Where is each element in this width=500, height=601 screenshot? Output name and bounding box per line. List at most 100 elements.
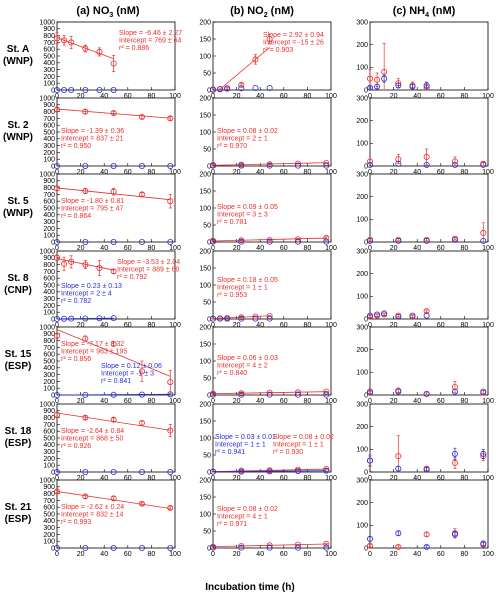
y-tick-label: 0: [364, 469, 368, 476]
red-data-point: [294, 236, 301, 243]
y-tick-label: 200: [356, 118, 368, 125]
blue-data-point: [110, 238, 117, 245]
blue-data-point: [209, 391, 216, 398]
x-tick-label: 20: [390, 475, 398, 482]
y-tick-label: 800: [43, 33, 55, 40]
blue-data-point: [294, 162, 301, 169]
blue-data-point: [266, 162, 273, 169]
fit-annotation: r² = 0.930: [273, 449, 303, 456]
red-data-point: [423, 153, 430, 160]
y-tick-label: 50: [203, 375, 211, 382]
y-tick-label: 500: [43, 53, 55, 60]
fit-annotation: r² = 0.993: [61, 519, 91, 526]
fit-annotation: Slope = 0.03 ± 0.01: [215, 434, 276, 441]
blue-data-point: [110, 162, 117, 169]
x-tick-label: 0: [368, 551, 372, 558]
y-tick-label: 1000: [39, 401, 55, 408]
blue-data-point: [110, 87, 117, 94]
y-tick-label: 0: [207, 392, 211, 399]
red-data-point: [252, 56, 259, 63]
red-data-point: [82, 261, 89, 268]
y-tick-label: 200: [356, 347, 368, 354]
fit-annotation: r² = 0.953: [217, 292, 247, 299]
blue-data-point: [252, 315, 259, 322]
y-tick-label: 200: [356, 500, 368, 507]
x-tick-label: 20: [233, 398, 241, 405]
x-tick-label: 60: [280, 245, 288, 252]
fit-annotation: Slope = -1.39 ± 0.36: [61, 128, 124, 135]
blue-data-point: [138, 162, 145, 169]
fit-annotation: Slope = 0.08 ± 0.02: [217, 128, 278, 135]
y-tick-label: 50: [203, 222, 211, 229]
x-tick-label: 60: [124, 93, 132, 100]
y-tick-label: 200: [43, 532, 55, 539]
y-tick-label: 0: [51, 392, 55, 399]
x-tick-label: 0: [368, 93, 372, 100]
y-tick-label: 500: [43, 282, 55, 289]
fit-annotation: Intercept = 3 ± 3: [217, 212, 268, 219]
y-tick-label: 0: [51, 469, 55, 476]
panel-frame: [369, 21, 489, 91]
red-data-point: [266, 312, 273, 319]
y-tick-label: 300: [43, 372, 55, 379]
y-tick-label: 800: [43, 109, 55, 116]
blue-data-point: [82, 162, 89, 169]
blue-data-point: [294, 391, 301, 398]
blue-data-point: [395, 530, 402, 537]
red-data-point: [54, 35, 61, 42]
y-tick-label: 100: [43, 310, 55, 317]
y-tick-label: 0: [51, 239, 55, 246]
y-tick-label: 200: [356, 271, 368, 278]
blue-data-point: [294, 467, 301, 474]
fit-annotation: Slope = 0.23 ± 0.13: [61, 283, 122, 290]
x-tick-label: 60: [437, 169, 445, 176]
y-tick-label: 100: [43, 81, 55, 88]
red-data-point: [423, 308, 430, 315]
blue-data-point: [480, 540, 487, 547]
red-data-point: [110, 340, 117, 347]
red-data-point: [82, 45, 89, 52]
blue-data-point: [209, 238, 216, 245]
x-tick-label: 80: [304, 93, 312, 100]
x-tick-label: 60: [280, 93, 288, 100]
panel-frame: [369, 479, 489, 549]
y-tick-label: 600: [43, 199, 55, 206]
x-tick-label: 0: [211, 551, 215, 558]
blue-data-point: [61, 87, 68, 94]
x-tick-label: 60: [437, 551, 445, 558]
x-tick-label: 100: [325, 93, 337, 100]
red-data-point: [294, 160, 301, 167]
fit-annotation: Intercept = 868 ± 50: [61, 436, 124, 443]
blue-data-point: [238, 85, 245, 92]
red-fit-line: [56, 329, 171, 377]
column-title: (a) NO3 (nM): [76, 5, 140, 19]
x-tick-label: 60: [280, 322, 288, 329]
blue-data-point: [366, 457, 373, 464]
x-tick-label: 60: [437, 398, 445, 405]
y-tick-label: 200: [199, 401, 211, 408]
x-tick-label: 60: [124, 245, 132, 252]
y-tick-label: 0: [207, 163, 211, 170]
y-tick-label: 150: [199, 112, 211, 119]
y-tick-label: 900: [43, 102, 55, 109]
y-tick-label: 200: [199, 477, 211, 484]
red-data-point: [82, 335, 89, 342]
y-tick-label: 900: [43, 484, 55, 491]
x-tick-label: 20: [390, 322, 398, 329]
fit-annotation: Slope = 2.92 ± 0.94: [263, 32, 324, 39]
x-tick-label: 60: [124, 551, 132, 558]
red-data-point: [110, 495, 117, 502]
panel-frame: [369, 326, 489, 396]
red-data-point: [480, 229, 487, 236]
x-tick-label: 80: [304, 169, 312, 176]
column-title: (b) NO2 (nM): [230, 5, 294, 19]
y-tick-label: 0: [51, 163, 55, 170]
red-data-point: [167, 115, 174, 122]
fit-annotation: r² = 0.864: [61, 213, 91, 220]
y-tick-label: 100: [199, 53, 211, 60]
y-tick-label: 300: [356, 95, 368, 102]
blue-data-point: [366, 535, 373, 542]
x-tick-label: 80: [304, 245, 312, 252]
